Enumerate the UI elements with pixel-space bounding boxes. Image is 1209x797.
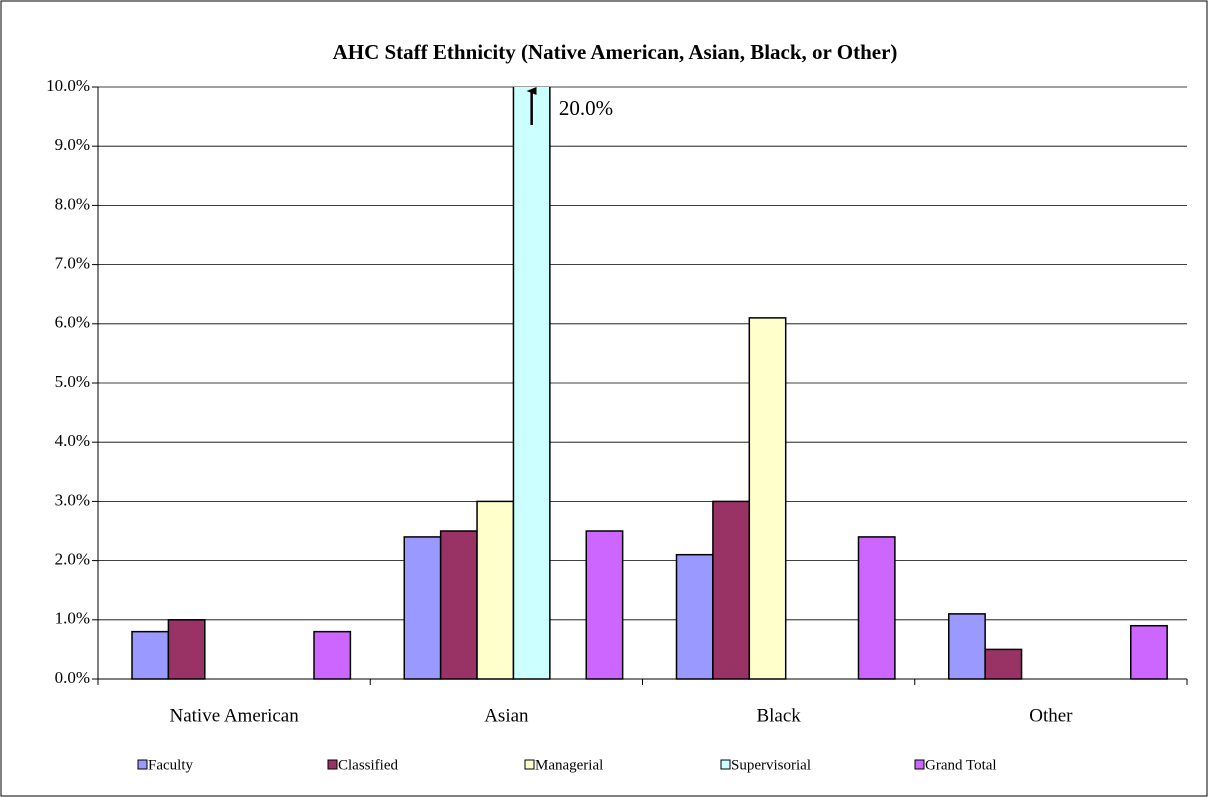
legend-swatch bbox=[327, 759, 338, 770]
legend-swatch bbox=[720, 759, 731, 770]
legend-swatch bbox=[137, 759, 148, 770]
bar bbox=[131, 630, 170, 680]
bar bbox=[403, 536, 442, 680]
legend-swatch bbox=[524, 759, 535, 770]
y-tick-label: 7.0% bbox=[55, 254, 90, 273]
bar bbox=[1130, 624, 1168, 680]
x-tick-label: Other bbox=[1029, 705, 1073, 726]
bar bbox=[167, 619, 206, 680]
x-tick-label: Asian bbox=[484, 705, 529, 726]
chart-title: AHC Staff Ethnicity (Native American, As… bbox=[333, 40, 898, 64]
bar bbox=[948, 613, 986, 680]
y-tick-label: 10.0% bbox=[46, 76, 90, 95]
bar bbox=[313, 630, 352, 680]
y-tick-label: 2.0% bbox=[55, 550, 90, 569]
bar bbox=[748, 317, 787, 680]
foreground: 0.0% 1.0% 2.0% 3.0% 4.0% 5.0% 6.0% 7.0% 8.0% 9.0%… bbox=[46, 76, 1188, 773]
legend-label: Managerial bbox=[535, 757, 603, 773]
bar bbox=[476, 500, 515, 680]
y-tick-label: 6.0% bbox=[55, 313, 90, 332]
y-tick-label: 4.0% bbox=[55, 431, 90, 450]
legend-label: Classified bbox=[338, 757, 398, 773]
x-tick-label: Black bbox=[756, 705, 801, 726]
bar bbox=[675, 553, 714, 680]
y-tick-label: 8.0% bbox=[55, 194, 90, 213]
y-tick-label: 3.0% bbox=[55, 490, 90, 509]
legend-label: Faculty bbox=[148, 757, 193, 773]
legend-label: Supervisorial bbox=[731, 757, 811, 773]
y-tick-label: 9.0% bbox=[55, 135, 90, 154]
bar bbox=[712, 500, 751, 680]
y-tick-label: 0.0% bbox=[55, 668, 90, 687]
legend-label: Grand Total bbox=[925, 757, 997, 773]
bar bbox=[585, 530, 624, 680]
bar bbox=[984, 648, 1023, 680]
bar bbox=[439, 530, 478, 680]
bars bbox=[131, 87, 1168, 680]
y-tick-label: 1.0% bbox=[55, 609, 90, 628]
legend-swatch bbox=[914, 759, 925, 770]
x-tick-label: Native American bbox=[169, 705, 299, 726]
bar bbox=[857, 536, 896, 680]
y-tick-label: 5.0% bbox=[55, 372, 90, 391]
value-label: 20.0% bbox=[559, 96, 613, 120]
